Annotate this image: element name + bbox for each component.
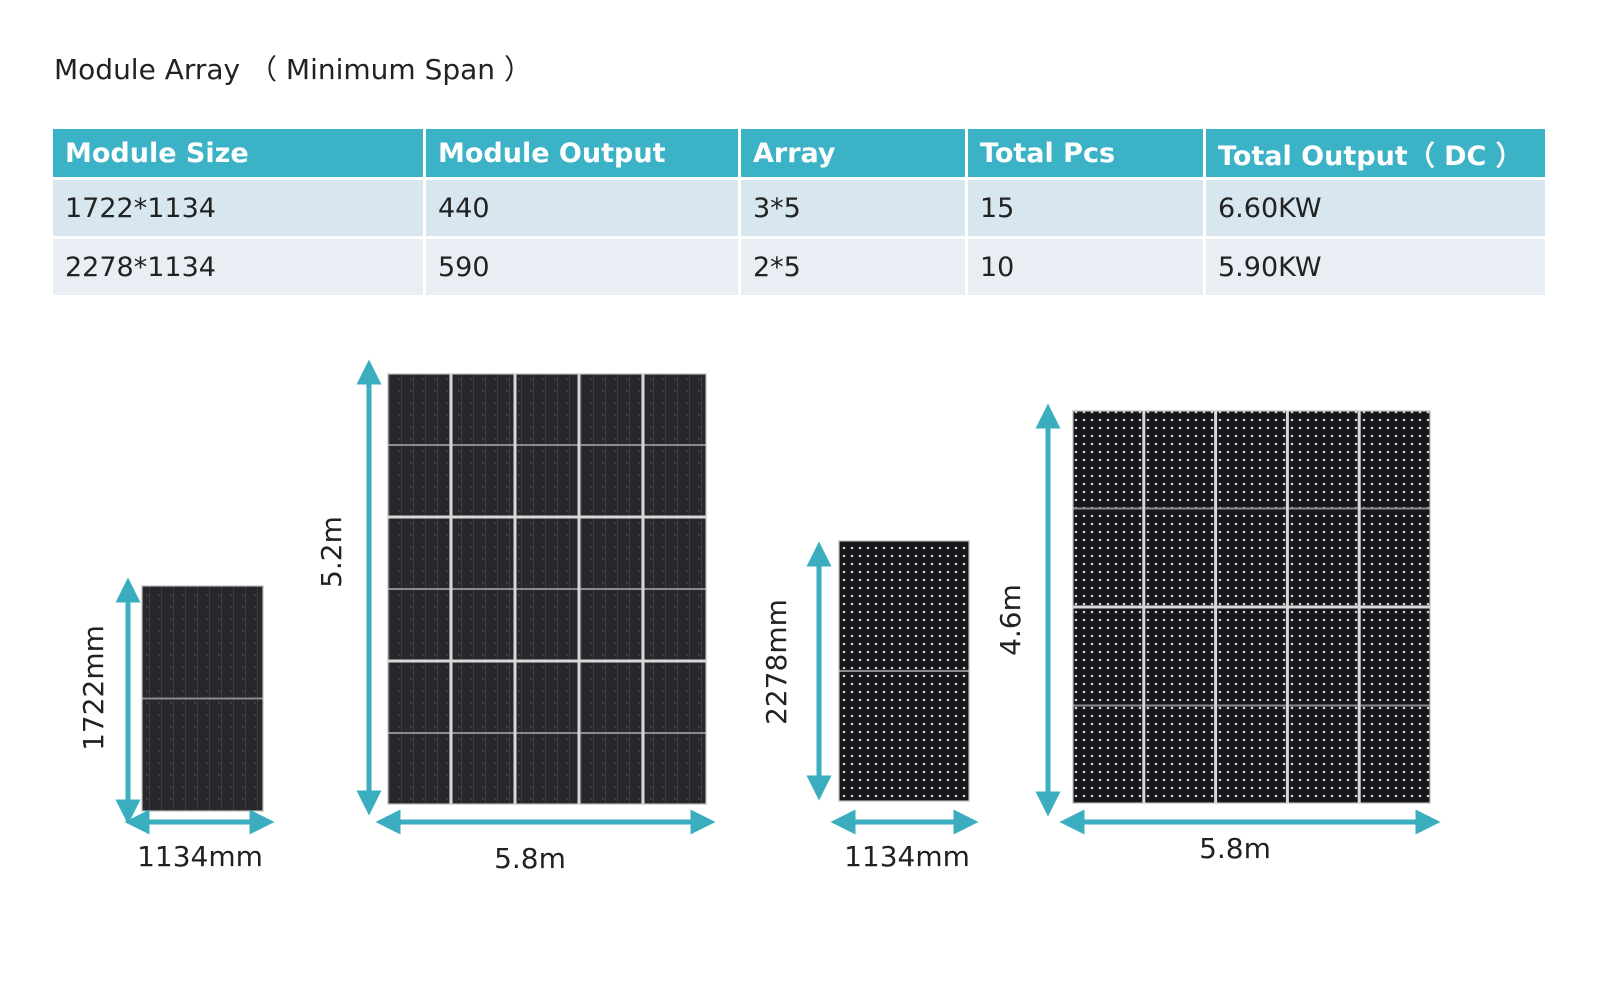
width-label: 1134mm <box>137 840 263 873</box>
height-label: 2278mm <box>760 599 793 725</box>
table-body: 1722*1134 440 3*5 15 6.60KW 2278*1134 590 2*5 10… <box>53 180 1545 295</box>
spec-table: Module Size Module Output Array Total Pcs To… <box>50 126 1548 298</box>
table-cell: 10 <box>968 239 1203 295</box>
header-cell: Total Pcs <box>968 129 1203 177</box>
title: Module Array （ Minimum Span ） <box>54 53 532 86</box>
table-cell: 590 <box>426 239 738 295</box>
table-cell: 2*5 <box>741 239 965 295</box>
width-label: 1134mm <box>844 840 970 873</box>
width-label: 5.8m <box>494 842 566 875</box>
table-cell: 2278*1134 <box>53 239 423 295</box>
height-label: 5.2m <box>315 516 348 588</box>
table-cell: 1722*1134 <box>53 180 423 236</box>
table-cell: 15 <box>968 180 1203 236</box>
height-label: 4.6m <box>994 584 1027 656</box>
header-row: Module Size Module Output Array Total Pcs To… <box>53 129 1545 177</box>
table-cell: 3*5 <box>741 180 965 236</box>
header-cell: Module Size <box>53 129 423 177</box>
width-label: 5.8m <box>1199 832 1271 865</box>
table-row: 1722*1134 440 3*5 15 6.60KW <box>53 180 1545 236</box>
header-cell: Module Output <box>426 129 738 177</box>
header-cell: Total Output（ DC ） <box>1206 129 1545 177</box>
table-cell: 5.90KW <box>1206 239 1545 295</box>
table-cell: 440 <box>426 180 738 236</box>
table-row: 2278*1134 590 2*5 10 5.90KW <box>53 239 1545 295</box>
header-cell: Array <box>741 129 965 177</box>
table-cell: 6.60KW <box>1206 180 1545 236</box>
height-label: 1722mm <box>77 625 110 751</box>
